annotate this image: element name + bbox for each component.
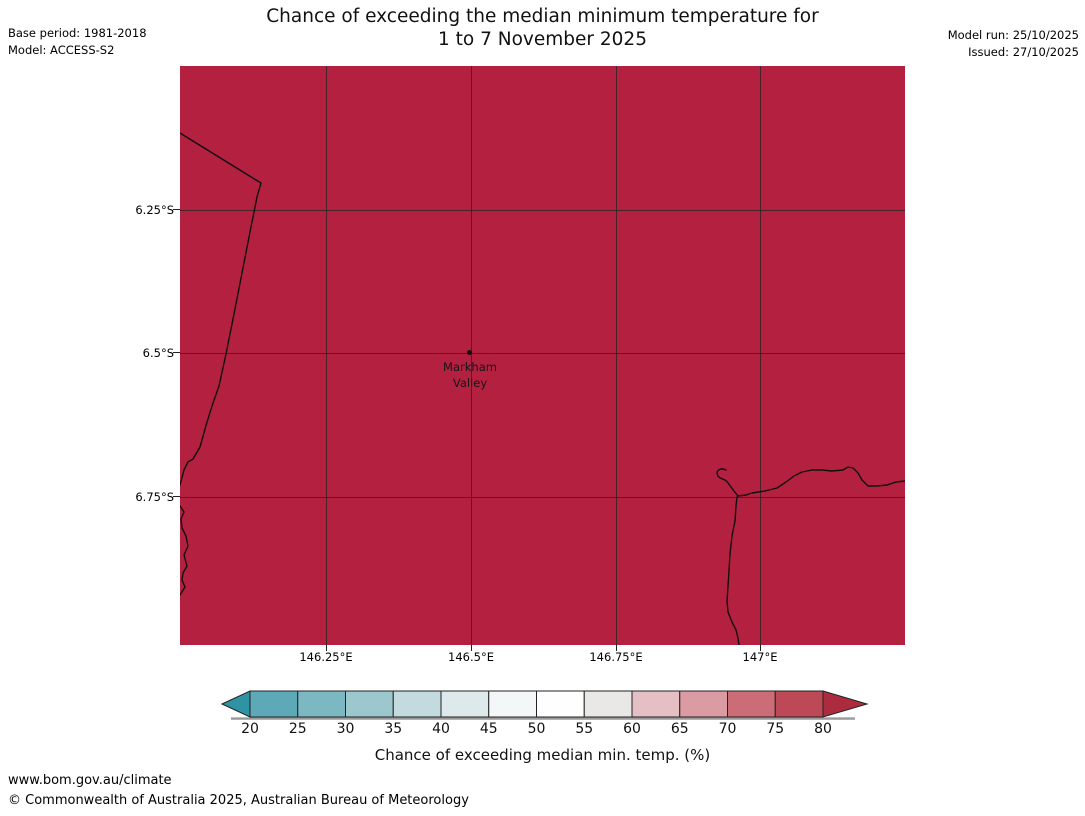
lon-label-147e: 147°E <box>742 650 778 664</box>
colorbar-tick-label: 35 <box>384 721 403 737</box>
page-title: Chance of exceeding the median minimum t… <box>0 5 1085 51</box>
gridline-146-75e <box>616 66 617 645</box>
markham-valley-label: Markham Valley <box>410 359 530 391</box>
lat-tick-6-25s <box>173 209 180 210</box>
colorbar-segment <box>345 690 394 718</box>
bom-url-text: www.bom.gov.au/climate <box>8 773 172 788</box>
colorbar-tick-label: 80 <box>814 721 832 737</box>
map-area: Markham Valley <box>180 66 905 645</box>
colorbar-tick-label: 60 <box>623 721 641 737</box>
model-name-text: Model: ACCESS-S2 <box>8 43 115 57</box>
lon-label-146-25e: 146.25°E <box>299 650 353 664</box>
lat-label-6-25s: 6.25°S <box>135 203 174 217</box>
lon-tick-146-25e <box>326 645 327 651</box>
lon-label-146-5e: 146.5°E <box>448 650 494 664</box>
lat-label-6-75s: 6.75°S <box>135 490 174 504</box>
lat-tick-6-75s <box>173 496 180 497</box>
colorbar-segment <box>249 690 299 718</box>
colorbar-segment <box>631 690 681 718</box>
colorbar-tick-label: 40 <box>432 721 450 737</box>
gridline-147e <box>760 66 761 645</box>
coastline-overlay <box>180 132 905 645</box>
colorbar-tick-label: 75 <box>766 721 785 737</box>
markham-valley-marker-dot <box>467 350 472 355</box>
lon-tick-147e <box>760 645 761 651</box>
colorbar-tick-label: 45 <box>479 721 498 737</box>
model-metadata-left: Base period: 1981-2018 Model: ACCESS-S2 <box>8 25 147 59</box>
colorbar <box>221 690 869 720</box>
lon-tick-146-75e <box>616 645 617 651</box>
colorbar-segment <box>727 690 776 718</box>
colorbar-tick-label: 20 <box>241 721 259 737</box>
colorbar-segment <box>536 690 585 718</box>
base-period-text: Base period: 1981-2018 <box>8 26 147 40</box>
colorbar-segment <box>488 690 537 718</box>
colorbar-tick-label: 65 <box>670 721 689 737</box>
colorbar-tick-label: 55 <box>575 721 594 737</box>
lat-label-6-5s: 6.5°S <box>142 346 174 360</box>
colorbar-tick-label: 70 <box>718 721 737 737</box>
colorbar-segments <box>249 690 824 718</box>
lon-tick-146-5e <box>471 645 472 651</box>
colorbar-caption: Chance of exceeding median min. temp. (%… <box>374 746 711 764</box>
colorbar-segment <box>297 690 346 718</box>
colorbar-segment <box>583 690 633 718</box>
colorbar-segment <box>774 690 824 718</box>
gridline-146-25e <box>326 66 327 645</box>
title-line-2: 1 to 7 November 2025 <box>438 29 647 50</box>
colorbar-segment <box>440 690 490 718</box>
colorbar-tick-label: 25 <box>288 721 307 737</box>
marker-label-line-1: Markham <box>443 360 497 374</box>
colorbar-right-arrow <box>822 690 869 718</box>
colorbar-tick-label: 30 <box>336 721 355 737</box>
gridline-146-5e <box>471 66 472 645</box>
gridline-6-5s <box>180 353 905 354</box>
issued-date-text: Issued: 27/10/2025 <box>968 45 1079 59</box>
title-line-1: Chance of exceeding the median minimum t… <box>266 6 819 27</box>
gridline-6-75s <box>180 497 905 498</box>
colorbar-segment <box>679 690 728 718</box>
coastline-northwest <box>180 132 262 486</box>
copyright-text: © Commonwealth of Australia 2025, Austra… <box>8 793 469 808</box>
model-metadata-right: Model run: 25/10/2025 Issued: 27/10/2025 <box>948 27 1079 61</box>
lon-label-146-75e: 146.75°E <box>589 650 643 664</box>
gridline-6-25s <box>180 210 905 211</box>
colorbar-segment <box>392 690 442 718</box>
coastline-southwest <box>180 505 189 596</box>
marker-label-line-2: Valley <box>452 376 488 390</box>
lat-tick-6-5s <box>173 352 180 353</box>
colorbar-tick-label: 50 <box>527 721 546 737</box>
model-run-text: Model run: 25/10/2025 <box>947 28 1079 42</box>
coastline-huon-peninsula <box>716 466 905 497</box>
colorbar-left-arrow <box>221 690 251 718</box>
coastline-huon-gulf-west <box>726 496 740 645</box>
